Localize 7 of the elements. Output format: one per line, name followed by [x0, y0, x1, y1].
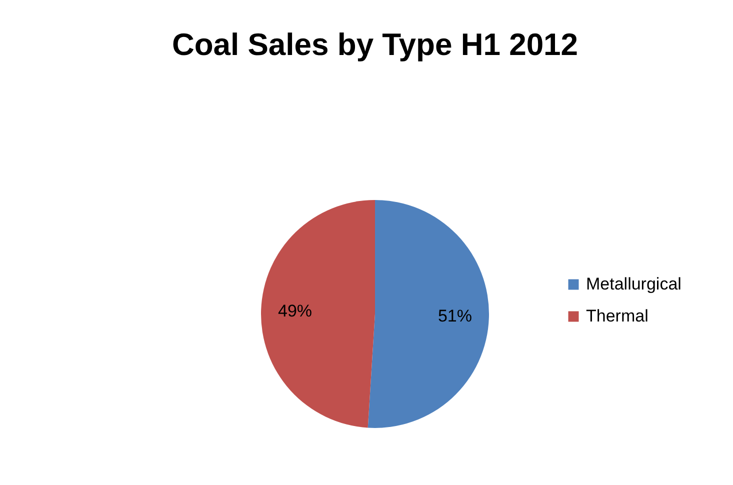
- legend-label: Thermal: [586, 306, 648, 326]
- legend-label: Metallurgical: [586, 274, 682, 294]
- pie-slice: [261, 200, 375, 428]
- chart-title: Coal Sales by Type H1 2012: [172, 27, 578, 62]
- pie-slice: [368, 200, 489, 428]
- data-label: 49%: [278, 301, 312, 320]
- data-label: 51%: [438, 306, 472, 326]
